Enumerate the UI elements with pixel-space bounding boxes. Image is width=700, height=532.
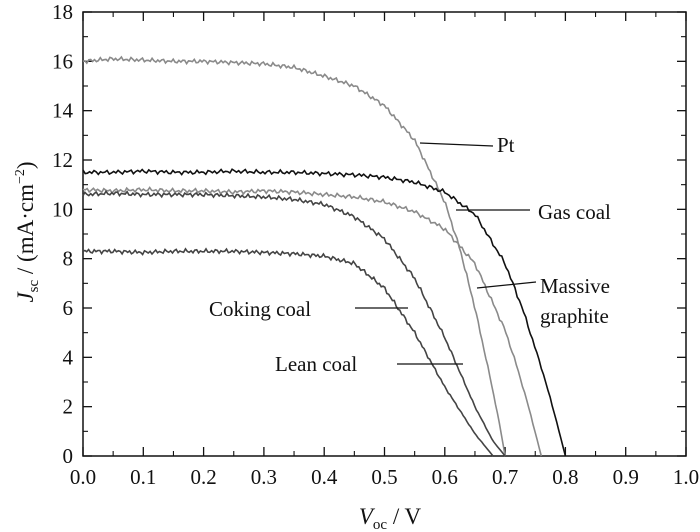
x-tick-label: 0.9: [613, 465, 639, 489]
label-leaders: [355, 142, 537, 365]
x-tick-label: 0.8: [552, 465, 578, 489]
series-line-lean-coal: [82, 247, 494, 457]
y-tick-label: 10: [52, 197, 73, 221]
y-tick-label: 0: [63, 444, 74, 468]
x-tick-label: 0.7: [492, 465, 518, 489]
x-tick-label: 0.1: [130, 465, 156, 489]
tick-labels: 0.0 0.1 0.2 0.3 0.4 0.5 0.6 0.7 0.8 0.9 1.0 0 2 4 6 8 10…: [52, 0, 699, 489]
x-tick-label: 1.0: [673, 465, 699, 489]
plot-frame: [82, 11, 687, 457]
x-tick-label: 0.5: [371, 465, 397, 489]
x-tick-label: 0.0: [70, 465, 96, 489]
series-line-gas-coal: [82, 168, 567, 457]
y-tick-label: 16: [52, 49, 73, 73]
y-tick-label: 6: [63, 296, 74, 320]
x-axis-title: Voc / V: [359, 504, 422, 532]
series-line-pt: [82, 55, 506, 457]
series-labels: Pt Gas coal Massive graphite Coking coal Lean…: [209, 133, 611, 376]
plot-border: [82, 11, 687, 457]
y-tick-label: 14: [52, 99, 74, 123]
series-line-massive-graphite: [82, 186, 543, 457]
x-tick-label: 0.2: [190, 465, 216, 489]
y-tick-label: 8: [63, 247, 74, 271]
x-tick-label: 0.3: [251, 465, 277, 489]
series-label-massive: Massive: [540, 274, 610, 298]
axis-ticks: [82, 11, 687, 457]
series-label-coking-coal: Coking coal: [209, 297, 311, 321]
y-tick-label: 12: [52, 148, 73, 172]
y-tick-label: 18: [52, 0, 73, 24]
leader-line: [476, 281, 537, 289]
series-label-pt: Pt: [497, 133, 515, 157]
y-axis-title: Jsc / (mA·cm−2): [13, 161, 42, 302]
x-tick-label: 0.4: [311, 465, 338, 489]
series-label-graphite: graphite: [540, 304, 609, 328]
series-label-gas-coal: Gas coal: [538, 200, 611, 224]
y-tick-label: 4: [63, 345, 74, 369]
x-tick-label: 0.6: [432, 465, 458, 489]
series-label-lean-coal: Lean coal: [275, 352, 357, 376]
leader-line: [419, 142, 494, 147]
series-curves: [82, 55, 567, 457]
series-line-coking-coal: [82, 189, 506, 457]
y-tick-label: 2: [63, 395, 74, 419]
